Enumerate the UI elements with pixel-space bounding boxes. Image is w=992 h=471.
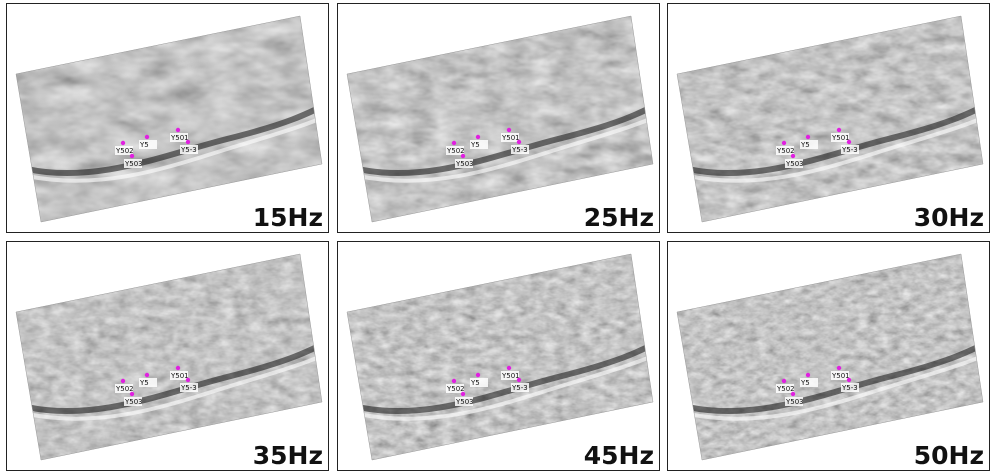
well-label: Y5: [139, 141, 149, 149]
well-label: Y5: [470, 141, 480, 149]
well-marker: [176, 128, 180, 132]
seismic-slice: [7, 4, 328, 232]
well-label: Y503: [785, 160, 804, 168]
frequency-label: 50Hz: [914, 441, 984, 470]
slice-image: Y502 Y5 Y501 Y5-3 Y503 25Hz: [338, 4, 659, 232]
frequency-label: 30Hz: [914, 203, 984, 232]
well-label: Y501: [501, 134, 520, 142]
well-label: Y502: [776, 385, 795, 393]
well-label: Y501: [501, 372, 520, 380]
slice-panel: Y502 Y5 Y501 Y5-3 Y503 35Hz: [6, 241, 329, 471]
well-marker: [517, 378, 521, 382]
well-label: Y5-3: [180, 146, 197, 154]
well-marker: [517, 140, 521, 144]
well-marker: [507, 128, 511, 132]
well-marker: [186, 378, 190, 382]
slice-image: Y502 Y5 Y501 Y5-3 Y503 15Hz: [7, 4, 328, 232]
well-label: Y5-3: [841, 146, 858, 154]
well-marker: [452, 379, 456, 383]
well-label: Y5-3: [180, 384, 197, 392]
slice-panel: Y502 Y5 Y501 Y5-3 Y503 25Hz: [337, 3, 660, 233]
well-marker: [847, 140, 851, 144]
well-label: Y5: [800, 379, 810, 387]
well-marker: [791, 392, 795, 396]
well-label: Y503: [785, 398, 804, 406]
seismic-slice: [7, 242, 328, 470]
well-label: Y5: [800, 141, 810, 149]
well-marker: [145, 373, 149, 377]
figure: Y502 Y5 Y501 Y5-3 Y503 15Hz Y502 Y5 Y501 Y5-3 Y503…: [0, 0, 992, 471]
seismic-slice: [668, 4, 989, 232]
well-marker: [186, 140, 190, 144]
well-marker: [782, 141, 786, 145]
well-marker: [130, 154, 134, 158]
well-label: Y503: [455, 398, 474, 406]
slice-image: Y502 Y5 Y501 Y5-3 Y503 35Hz: [7, 242, 328, 470]
well-marker: [847, 378, 851, 382]
frequency-label: 35Hz: [253, 441, 323, 470]
well-label: Y501: [831, 372, 850, 380]
well-label: Y502: [446, 147, 465, 155]
well-marker: [507, 366, 511, 370]
well-label: Y502: [115, 147, 134, 155]
frequency-label: 15Hz: [253, 203, 323, 232]
well-marker: [782, 379, 786, 383]
well-label: Y5: [139, 379, 149, 387]
well-marker: [121, 379, 125, 383]
seismic-slice: [338, 4, 659, 232]
well-marker: [461, 392, 465, 396]
well-marker: [806, 135, 810, 139]
slice-image: Y502 Y5 Y501 Y5-3 Y503 30Hz: [668, 4, 989, 232]
slice-image: Y502 Y5 Y501 Y5-3 Y503 45Hz: [338, 242, 659, 470]
slice-image: Y502 Y5 Y501 Y5-3 Y503 50Hz: [668, 242, 989, 470]
well-marker: [837, 128, 841, 132]
slice-panel: Y502 Y5 Y501 Y5-3 Y503 45Hz: [337, 241, 660, 471]
well-marker: [476, 135, 480, 139]
slice-panel: Y502 Y5 Y501 Y5-3 Y503 30Hz: [667, 3, 990, 233]
slice-panel: Y502 Y5 Y501 Y5-3 Y503 50Hz: [667, 241, 990, 471]
well-label: Y501: [170, 372, 189, 380]
well-marker: [145, 135, 149, 139]
well-marker: [791, 154, 795, 158]
well-marker: [461, 154, 465, 158]
well-label: Y501: [831, 134, 850, 142]
well-label: Y5-3: [841, 384, 858, 392]
well-label: Y502: [115, 385, 134, 393]
frequency-label: 45Hz: [584, 441, 654, 470]
slice-panel: Y502 Y5 Y501 Y5-3 Y503 15Hz: [6, 3, 329, 233]
well-marker: [130, 392, 134, 396]
well-marker: [121, 141, 125, 145]
well-marker: [837, 366, 841, 370]
well-label: Y503: [124, 160, 143, 168]
well-label: Y502: [446, 385, 465, 393]
well-label: Y501: [170, 134, 189, 142]
well-marker: [806, 373, 810, 377]
seismic-slice: [668, 242, 989, 470]
well-label: Y5: [470, 379, 480, 387]
well-marker: [452, 141, 456, 145]
well-marker: [476, 373, 480, 377]
well-marker: [176, 366, 180, 370]
seismic-slice: [338, 242, 659, 470]
well-label: Y503: [124, 398, 143, 406]
well-label: Y502: [776, 147, 795, 155]
well-label: Y5-3: [511, 384, 528, 392]
frequency-label: 25Hz: [584, 203, 654, 232]
well-label: Y5-3: [511, 146, 528, 154]
well-label: Y503: [455, 160, 474, 168]
